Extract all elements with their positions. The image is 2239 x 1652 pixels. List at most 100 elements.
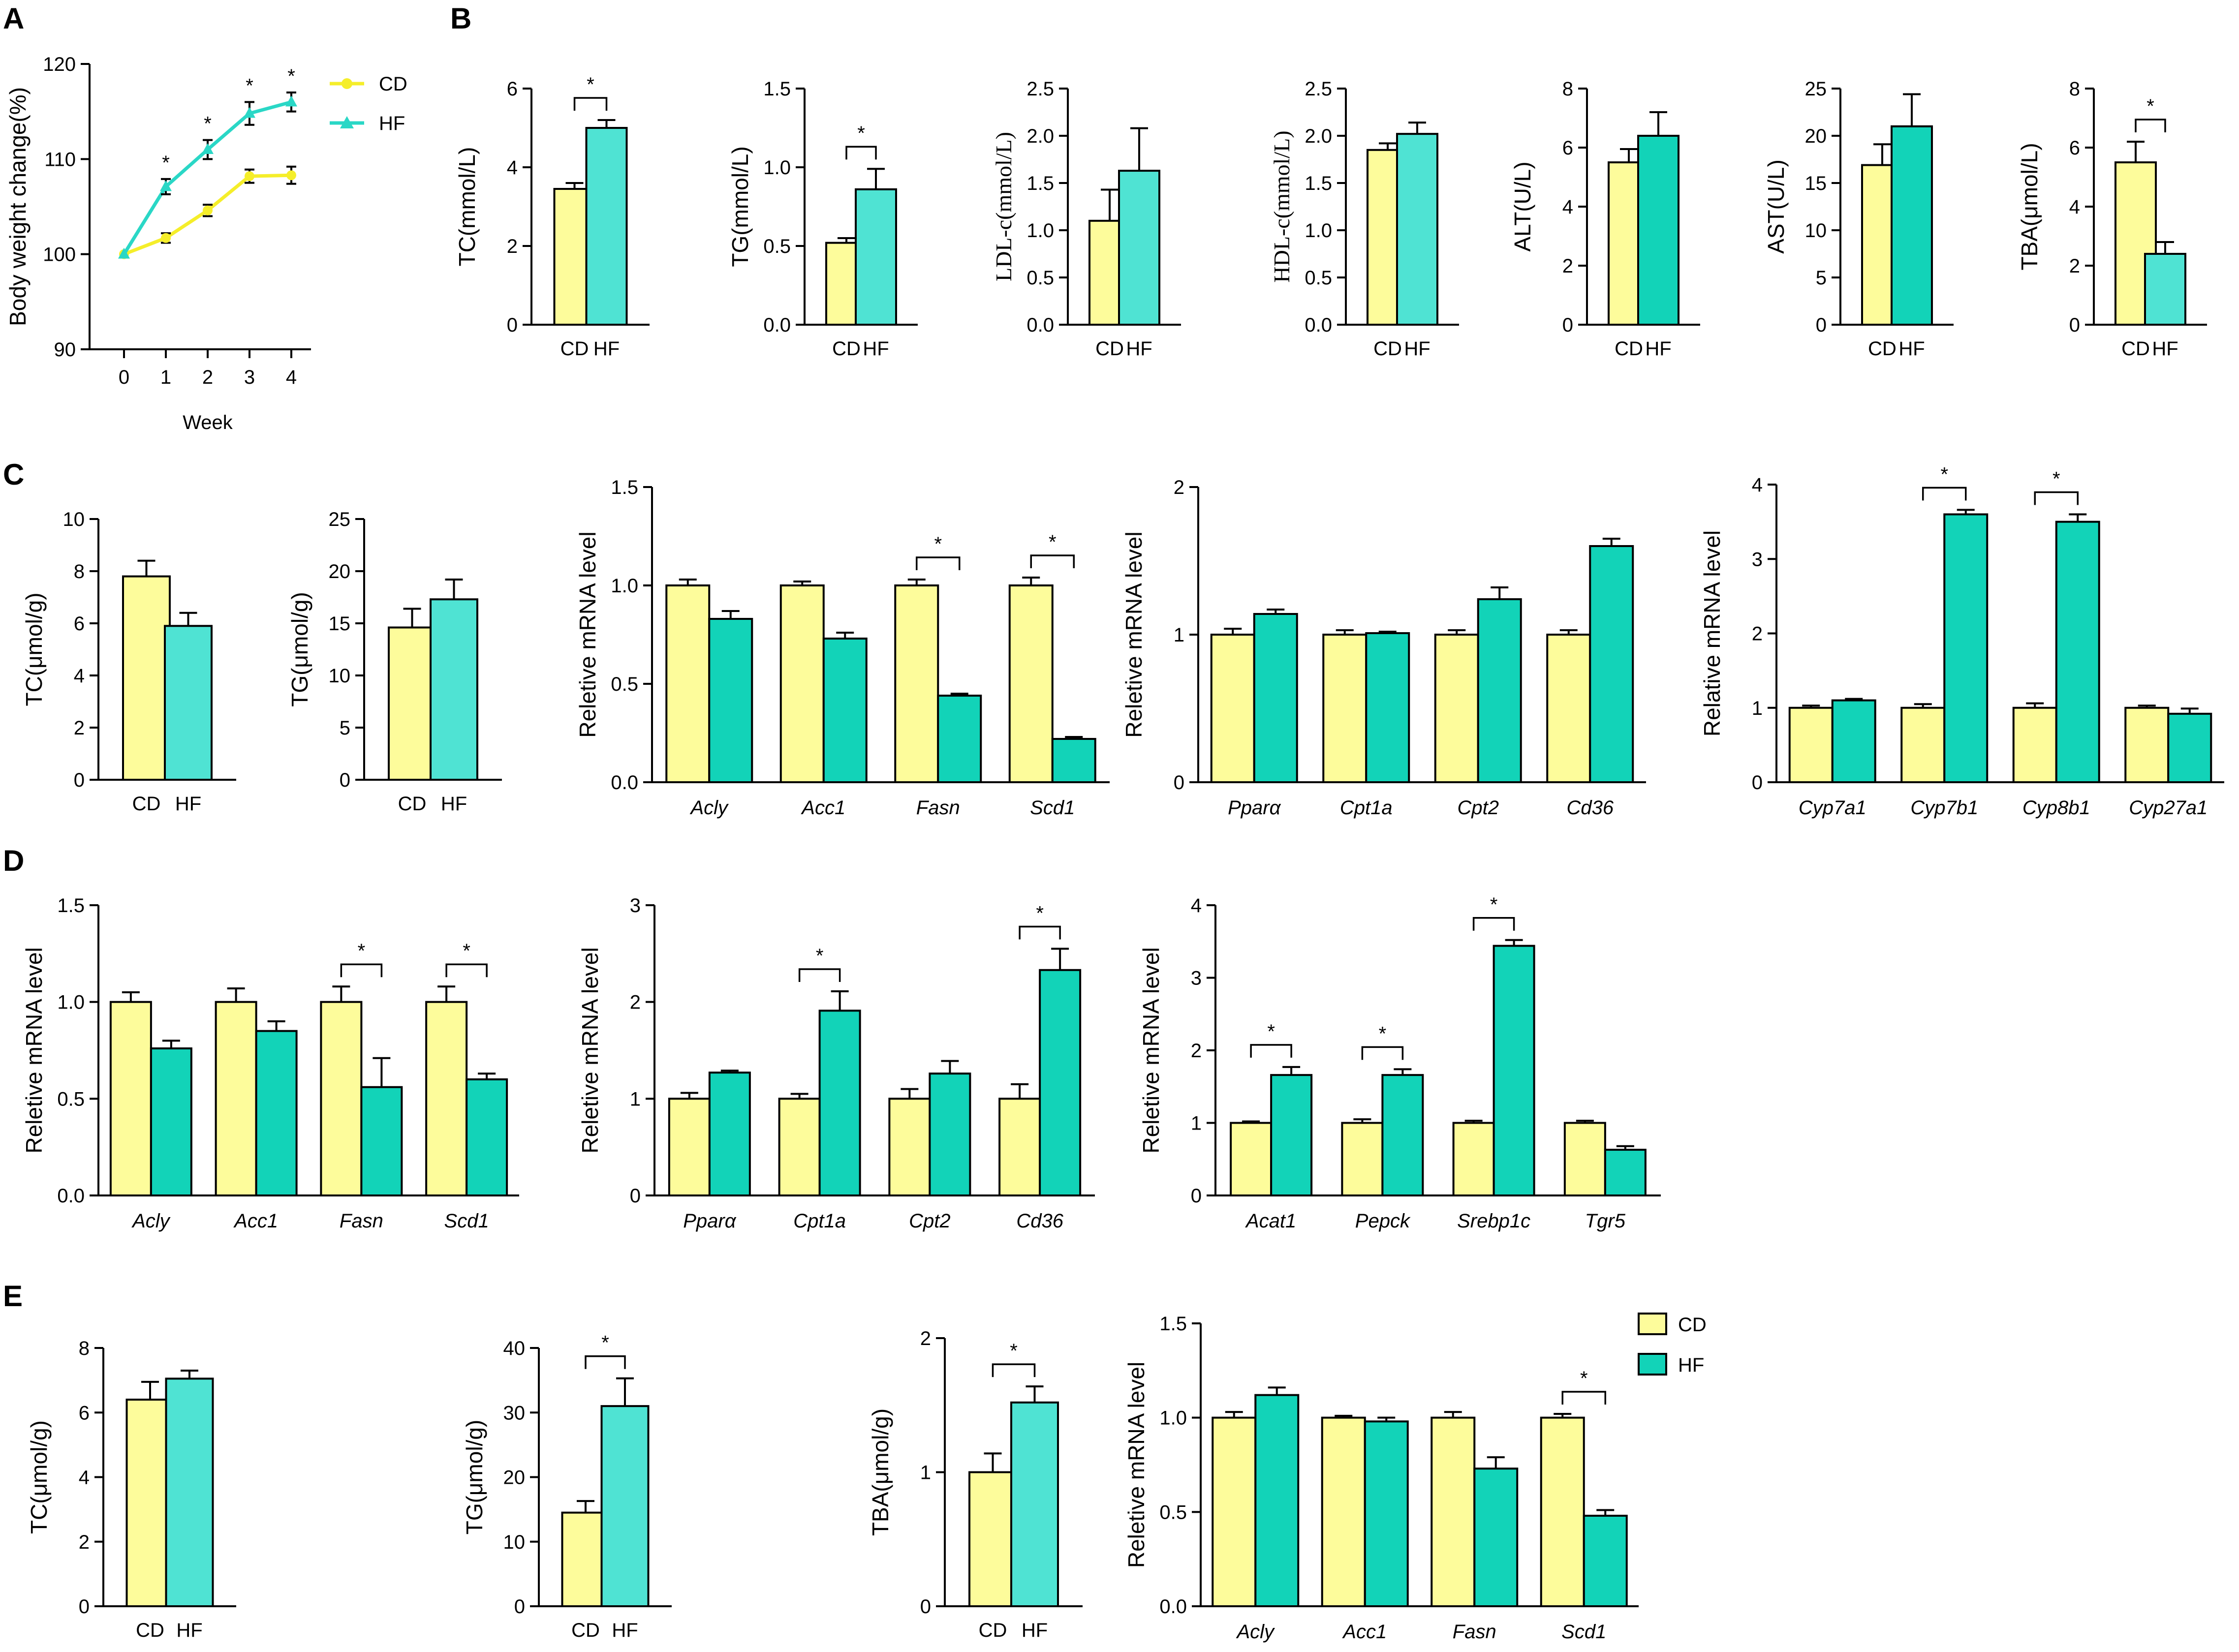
- bar-cd-0: [1788, 706, 1834, 783]
- x-tick-label: Scd1: [444, 1210, 489, 1232]
- significance-star: *: [1580, 1368, 1588, 1389]
- y-tick-label: 1.0: [1026, 220, 1054, 242]
- x-tick-label: CD: [1095, 338, 1124, 360]
- x-axis-title: Week: [183, 412, 233, 433]
- significance-star: *: [587, 74, 594, 95]
- bar-hf-3: [1039, 969, 1082, 1197]
- y-tick-label: 0: [2069, 314, 2080, 336]
- point-hf: [285, 95, 297, 107]
- bar-cd-3: [1546, 634, 1591, 783]
- y-tick-label: 0.0: [763, 314, 791, 336]
- y-tick-label: 90: [54, 339, 76, 361]
- y-tick-label: 110: [44, 149, 76, 170]
- y-tick-label: 0.0: [611, 772, 638, 794]
- chart-d2: 0 1 2 3 Reletive mRNA level Pparα Cpt1a * Cpt2 Cd…: [577, 895, 1095, 1232]
- chart-b5: 0 2 4 6 8 ALT(U/L) CD HF: [1510, 78, 1700, 360]
- y-tick-label: 8: [79, 1338, 90, 1359]
- x-tick-label: Cyp8b1: [2022, 797, 2090, 819]
- legend-a-cd-marker: [342, 78, 352, 89]
- y-tick-label: 0: [1562, 314, 1573, 336]
- y-tick-label: 2: [507, 236, 518, 257]
- bar-cd: [388, 626, 436, 781]
- y-tick-label: 6: [79, 1402, 90, 1424]
- x-tick-label: CD: [2121, 338, 2150, 360]
- significance-bracket: [1030, 554, 1075, 568]
- y-tick-label: 10: [503, 1531, 526, 1553]
- y-axis-title: Reletive mRNA level: [1123, 1362, 1149, 1568]
- y-tick-label: 2: [74, 717, 85, 739]
- y-tick-label: 2.0: [1305, 125, 1332, 147]
- bar-cd-1: [778, 1098, 821, 1196]
- significance-bracket: [1361, 1046, 1404, 1060]
- x-tick-label: Acc1: [1342, 1621, 1387, 1643]
- panel-label-b: B: [450, 2, 471, 35]
- legend-a: CD HF: [330, 73, 407, 134]
- y-axis-title: TG(mmol/L): [727, 146, 753, 267]
- y-axis-title: Reletive mRNA level: [21, 947, 47, 1153]
- y-tick-label: 10: [1805, 220, 1827, 242]
- bar-cd-3: [425, 1001, 468, 1196]
- significance-star: *: [463, 940, 470, 962]
- legend-a-hf-label: HF: [379, 113, 405, 134]
- x-tick-label: HF: [1645, 338, 1671, 360]
- bar-cd-3: [1563, 1122, 1606, 1196]
- bar-cd-0: [665, 584, 711, 783]
- bar-hf: [1637, 135, 1679, 326]
- chart-e2: 0 10 20 30 40 TG(μmol/g) CD HF *: [462, 1332, 672, 1641]
- bar-hf-2: [360, 1086, 403, 1197]
- x-tick-label: HF: [175, 793, 201, 815]
- significance-star: *: [162, 152, 170, 174]
- bar-hf: [855, 188, 897, 326]
- bar-hf-0: [708, 618, 753, 783]
- panel-label-c: C: [3, 458, 24, 491]
- y-tick-label: 2.0: [1026, 125, 1054, 147]
- chart-e1: 0 2 4 6 8 TC(μmol/g) CD HF: [26, 1338, 236, 1641]
- y-tick-label: 4: [1562, 196, 1573, 218]
- y-tick-label: 0.0: [1026, 314, 1054, 336]
- significance-star: *: [1267, 1021, 1275, 1042]
- bar-cd: [968, 1471, 1017, 1607]
- y-tick-label: 0.5: [1305, 267, 1332, 289]
- bar-cd-1: [215, 1001, 257, 1196]
- panel-label-d: D: [3, 844, 24, 877]
- y-tick-label: 2.5: [1305, 78, 1332, 100]
- y-tick-label: 0: [1816, 314, 1827, 336]
- x-tick-label: Acc1: [233, 1210, 278, 1232]
- y-axis-title: HDL-c(mmol/L): [1269, 130, 1294, 282]
- y-tick-label: 5: [340, 717, 350, 739]
- bar-hf: [1891, 125, 1933, 326]
- chart-e4: 0.0 0.5 1.0 1.5 Reletive mRNA level Acly Acc1 F…: [1123, 1313, 1639, 1643]
- legend-a-hf-marker: [340, 116, 354, 128]
- y-tick-label: 0.5: [611, 673, 638, 695]
- y-axis-title: Reletive mRNA level: [1138, 947, 1164, 1153]
- bar-hf-1: [822, 638, 868, 783]
- bar-hf-3: [466, 1078, 508, 1196]
- x-tick-label: HF: [441, 793, 467, 815]
- significance-bracket: [845, 146, 877, 160]
- y-tick-label: 1.0: [763, 157, 791, 179]
- x-tick-label: Srebp1c: [1457, 1210, 1530, 1232]
- significance-bracket: [1250, 1044, 1292, 1058]
- bar-cd-0: [1212, 1416, 1257, 1608]
- point-hf: [202, 143, 214, 154]
- x-tick-label: 0: [119, 367, 129, 388]
- panel-label-a: A: [3, 2, 24, 35]
- bar-hf-1: [1364, 1420, 1409, 1607]
- bar-hf-2: [1493, 945, 1535, 1196]
- y-tick-label: 1: [920, 1462, 931, 1484]
- bar-cd-2: [1452, 1122, 1495, 1196]
- x-tick-label: HF: [593, 338, 620, 360]
- y-tick-label: 2: [2069, 255, 2080, 277]
- x-tick-label: Pepck: [1355, 1210, 1411, 1232]
- chart-a: 90 100 110 120 0 1 2 3 4 Week Body weight change(%…: [5, 54, 311, 433]
- y-tick-label: 1.0: [611, 575, 638, 597]
- y-tick-label: 0.5: [1159, 1501, 1187, 1523]
- y-tick-label: 2: [1174, 477, 1184, 498]
- bar-hf: [164, 625, 213, 781]
- y-tick-label: 0: [1752, 772, 1763, 794]
- y-tick-label: 1.0: [1159, 1407, 1187, 1429]
- x-tick-label: Cpt1a: [793, 1210, 846, 1232]
- y-tick-label: 2.5: [1026, 78, 1054, 100]
- chart-b3: 0.0 0.5 1.0 1.5 2.0 2.5 LDL-c(mmol/L) CD HF: [991, 78, 1181, 360]
